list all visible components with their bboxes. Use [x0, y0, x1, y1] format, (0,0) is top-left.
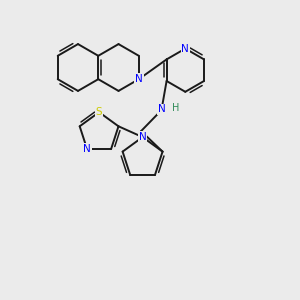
Text: N: N — [135, 74, 143, 84]
Text: H: H — [172, 103, 179, 113]
Text: N: N — [158, 104, 166, 115]
Text: S: S — [96, 107, 102, 117]
Text: N: N — [139, 132, 146, 142]
Text: N: N — [83, 144, 91, 154]
Text: N: N — [182, 44, 189, 54]
